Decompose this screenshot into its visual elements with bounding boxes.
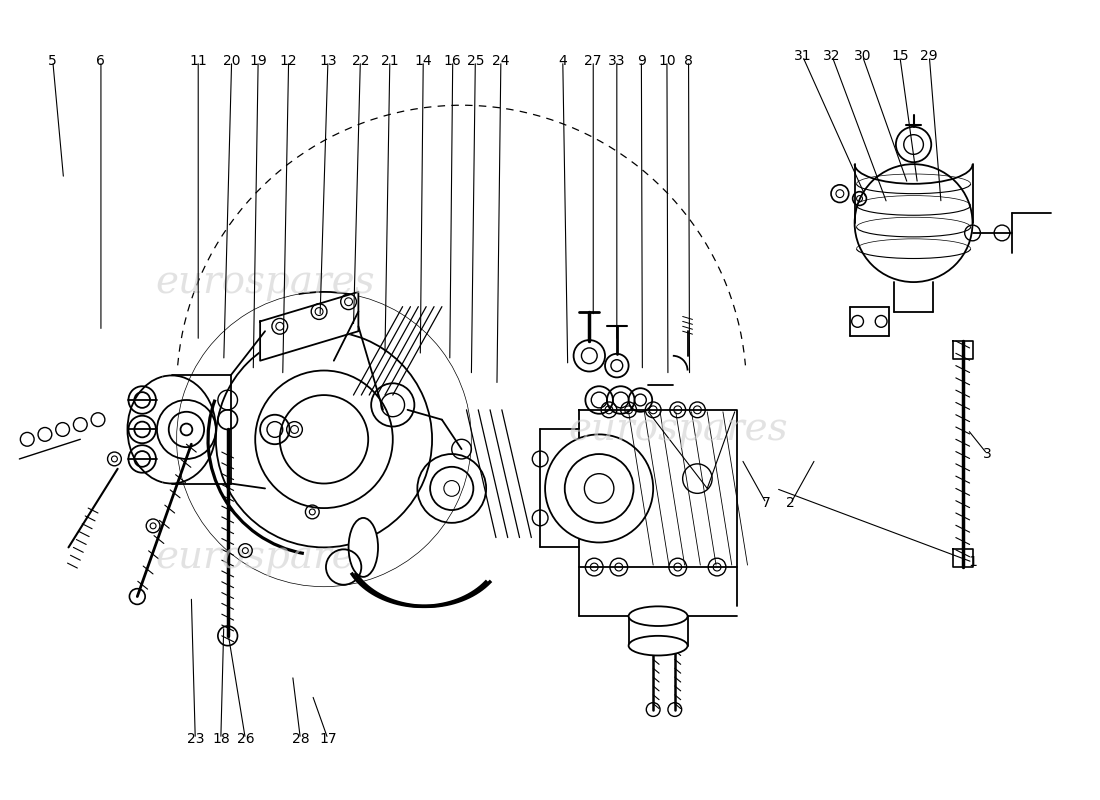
Circle shape xyxy=(546,434,653,542)
Text: 21: 21 xyxy=(381,54,398,68)
Polygon shape xyxy=(953,341,972,358)
Text: 2: 2 xyxy=(786,496,795,510)
Text: 33: 33 xyxy=(608,54,626,68)
Text: 5: 5 xyxy=(48,54,57,68)
Text: 4: 4 xyxy=(559,54,568,68)
Ellipse shape xyxy=(628,636,688,655)
Text: 7: 7 xyxy=(762,496,771,510)
Text: 20: 20 xyxy=(223,54,241,68)
Text: 22: 22 xyxy=(352,54,370,68)
Text: 14: 14 xyxy=(415,54,432,68)
Ellipse shape xyxy=(349,518,378,577)
Text: 9: 9 xyxy=(637,54,646,68)
Polygon shape xyxy=(580,410,737,567)
Text: 17: 17 xyxy=(319,732,337,746)
Text: 27: 27 xyxy=(584,54,602,68)
Text: 16: 16 xyxy=(443,54,462,68)
Text: 29: 29 xyxy=(921,49,938,63)
Text: 15: 15 xyxy=(891,49,909,63)
Ellipse shape xyxy=(628,606,688,626)
Text: 19: 19 xyxy=(250,54,267,68)
Text: 30: 30 xyxy=(854,49,871,63)
Text: 23: 23 xyxy=(187,732,204,746)
Text: eurospares: eurospares xyxy=(568,411,788,448)
Text: 3: 3 xyxy=(983,447,991,461)
Polygon shape xyxy=(953,550,972,567)
Text: eurospares: eurospares xyxy=(155,538,375,576)
Text: 18: 18 xyxy=(212,732,230,746)
Text: 26: 26 xyxy=(236,732,254,746)
Text: 25: 25 xyxy=(466,54,484,68)
Polygon shape xyxy=(260,292,359,361)
Text: 12: 12 xyxy=(279,54,297,68)
Text: eurospares: eurospares xyxy=(155,263,375,301)
Text: 32: 32 xyxy=(823,49,840,63)
Text: 10: 10 xyxy=(658,54,675,68)
Text: 11: 11 xyxy=(189,54,207,68)
Text: 24: 24 xyxy=(492,54,509,68)
Text: 8: 8 xyxy=(684,54,693,68)
Text: 31: 31 xyxy=(794,49,812,63)
Text: 1: 1 xyxy=(968,555,977,569)
Text: 13: 13 xyxy=(319,54,337,68)
Text: 28: 28 xyxy=(292,732,309,746)
Text: 6: 6 xyxy=(97,54,106,68)
